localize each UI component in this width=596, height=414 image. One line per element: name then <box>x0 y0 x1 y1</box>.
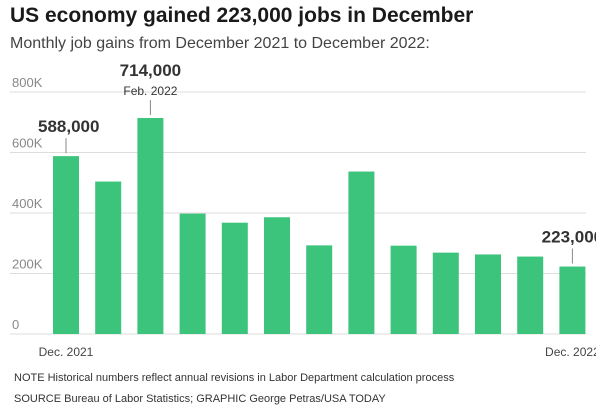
annotation-sublabel: Feb. 2022 <box>123 84 177 98</box>
x-tick-label: Dec. 2022 <box>545 345 596 359</box>
bar <box>348 171 375 334</box>
bar <box>390 245 417 334</box>
chart-title: US economy gained 223,000 jobs in Decemb… <box>10 4 474 27</box>
annotation-value-label: 223,000 <box>542 228 596 247</box>
bar <box>95 181 122 334</box>
bar <box>137 118 164 334</box>
bar <box>432 252 459 334</box>
note-text: NOTE Historical numbers reflect annual r… <box>14 372 455 384</box>
bar <box>517 256 544 334</box>
y-tick-label: 400K <box>12 196 43 211</box>
annotation-value-label: 714,000 <box>120 61 181 80</box>
source-text: SOURCE Bureau of Labor Statistics; GRAPH… <box>14 393 386 405</box>
y-tick-label: 200K <box>12 257 43 272</box>
bar <box>559 266 586 334</box>
bar <box>475 254 501 334</box>
y-tick-label: 800K <box>12 75 43 90</box>
bar <box>221 222 248 334</box>
bar <box>264 217 290 334</box>
y-tick-label: 600K <box>12 136 43 151</box>
bar <box>306 245 333 334</box>
annotation-value-label: 588,000 <box>38 117 99 136</box>
y-tick-label: 0 <box>12 317 19 332</box>
chart-subtitle: Monthly job gains from December 2021 to … <box>10 35 430 52</box>
bar <box>53 156 79 334</box>
bar <box>179 213 206 334</box>
x-tick-label: Dec. 2021 <box>39 345 94 359</box>
